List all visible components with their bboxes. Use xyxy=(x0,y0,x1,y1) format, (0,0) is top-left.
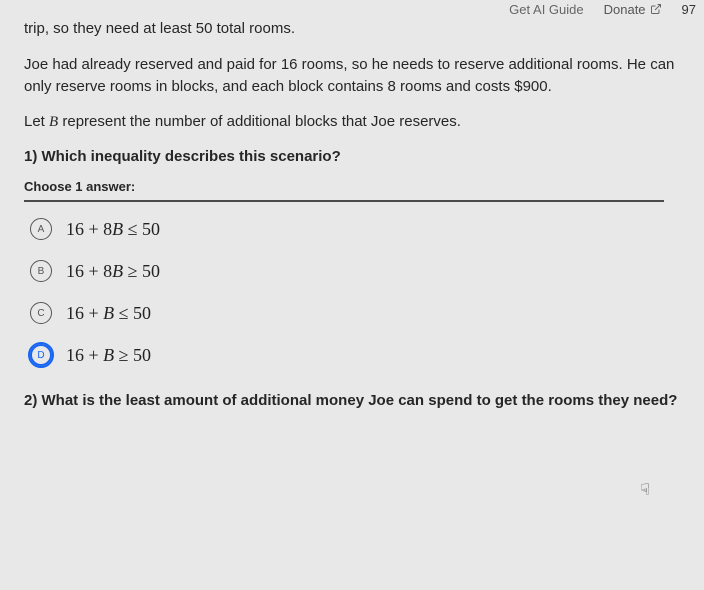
let-post: represent the number of additional block… xyxy=(58,113,461,130)
choose-label: Choose 1 answer: xyxy=(24,179,684,194)
radio-c-letter: C xyxy=(37,308,44,319)
external-link-icon xyxy=(650,3,662,15)
guide-link[interactable]: Get AI Guide xyxy=(509,2,583,17)
radio-d-letter: D xyxy=(37,350,44,361)
choice-list: A 16 + 8B ≤ 50 B 16 + 8B ≥ 50 C 16 + B ≤… xyxy=(30,218,684,366)
choice-b[interactable]: B 16 + 8B ≥ 50 xyxy=(30,260,684,282)
radio-d[interactable]: D xyxy=(30,344,52,366)
choice-c-expr: 16 + B ≤ 50 xyxy=(66,303,151,324)
question-1: 1) Which inequality describes this scena… xyxy=(24,148,684,165)
intro-line: trip, so they need at least 50 total roo… xyxy=(24,18,684,40)
choice-b-expr: 16 + 8B ≥ 50 xyxy=(66,261,160,282)
radio-b[interactable]: B xyxy=(30,260,52,282)
choice-a[interactable]: A 16 + 8B ≤ 50 xyxy=(30,218,684,240)
donate-label: Donate xyxy=(604,2,646,17)
problem-content: trip, so they need at least 50 total roo… xyxy=(0,0,704,421)
radio-a-letter: A xyxy=(38,224,45,235)
choice-a-expr: 16 + 8B ≤ 50 xyxy=(66,219,160,240)
radio-b-letter: B xyxy=(38,266,45,277)
choice-d-expr: 16 + B ≥ 50 xyxy=(66,345,151,366)
choice-c[interactable]: C 16 + B ≤ 50 xyxy=(30,302,684,324)
let-pre: Let xyxy=(24,113,49,130)
paragraph-1: Joe had already reserved and paid for 16… xyxy=(24,54,684,98)
question-2: 2) What is the least amount of additiona… xyxy=(24,390,684,411)
choice-d[interactable]: D 16 + B ≥ 50 xyxy=(30,344,684,366)
radio-a[interactable]: A xyxy=(30,218,52,240)
variable-b: B xyxy=(49,114,58,130)
donate-link[interactable]: Donate xyxy=(604,2,662,17)
top-right-number: 97 xyxy=(682,2,696,17)
let-definition: Let B represent the number of additional… xyxy=(24,111,684,134)
cursor-icon: ☟ xyxy=(640,480,650,500)
radio-c[interactable]: C xyxy=(30,302,52,324)
top-bar: Get AI Guide Donate 97 xyxy=(0,0,704,18)
divider xyxy=(24,200,664,202)
